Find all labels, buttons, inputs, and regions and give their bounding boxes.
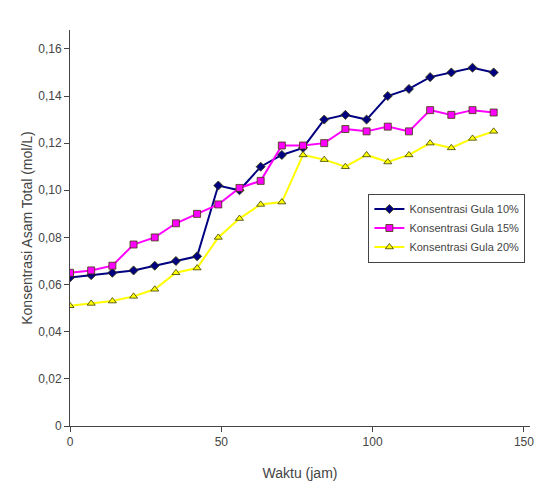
svg-text:0,08: 0,08: [38, 231, 62, 245]
svg-text:0,16: 0,16: [38, 42, 62, 56]
svg-text:Konsentrasi Asam Total (mol/L): Konsentrasi Asam Total (mol/L): [19, 131, 35, 325]
svg-text:0: 0: [55, 419, 62, 433]
svg-text:100: 100: [363, 435, 383, 449]
svg-text:Waktu (jam): Waktu (jam): [263, 465, 338, 481]
svg-text:0,06: 0,06: [38, 278, 62, 292]
svg-text:0,10: 0,10: [38, 183, 62, 197]
svg-text:0: 0: [67, 435, 74, 449]
svg-text:Konsentrasi Gula 10%: Konsentrasi Gula 10%: [409, 203, 519, 215]
svg-text:50: 50: [215, 435, 229, 449]
svg-text:0,14: 0,14: [38, 89, 62, 103]
svg-text:0,02: 0,02: [38, 372, 62, 386]
svg-text:0,04: 0,04: [38, 325, 62, 339]
svg-text:Konsentrasi Gula 20%: Konsentrasi Gula 20%: [409, 241, 519, 253]
svg-text:150: 150: [514, 435, 534, 449]
svg-text:0,12: 0,12: [38, 136, 62, 150]
svg-text:Konsentrasi Gula 15%: Konsentrasi Gula 15%: [409, 222, 519, 234]
